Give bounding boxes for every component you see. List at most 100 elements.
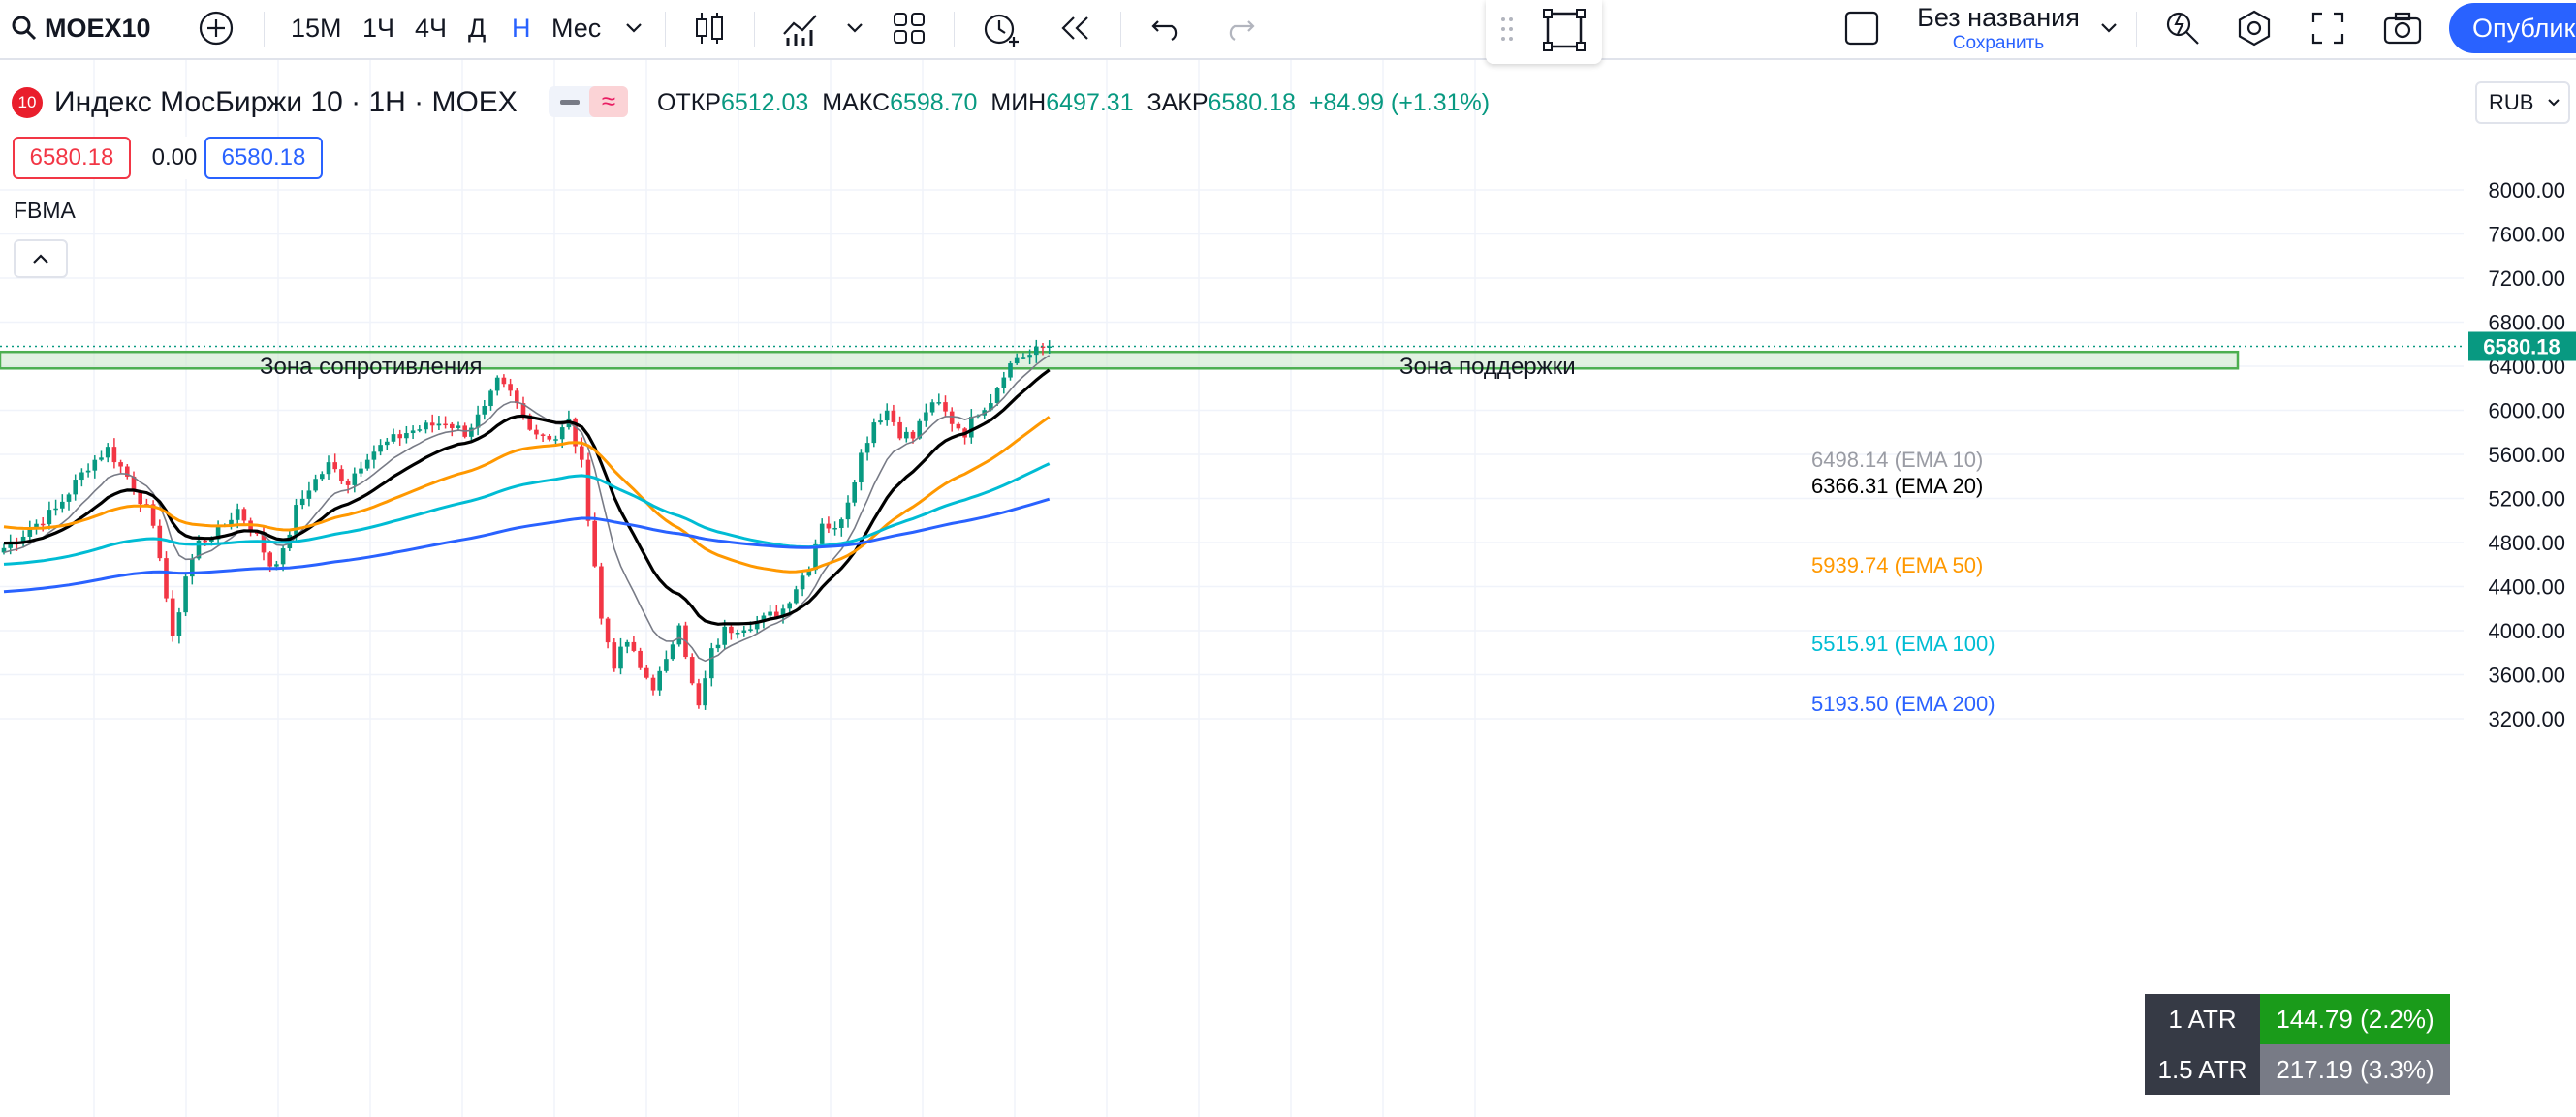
- candle-body: [501, 377, 507, 385]
- support-resistance-zone[interactable]: Зона сопротивления Зона поддержки: [0, 350, 2240, 380]
- candle-body: [170, 598, 175, 636]
- layout-save-link[interactable]: Сохранить: [1952, 33, 2045, 53]
- candle-body: [1008, 363, 1013, 378]
- candle-body: [60, 501, 65, 509]
- wave-icon[interactable]: ≈: [589, 86, 628, 117]
- ema-100-line: [3, 462, 1051, 566]
- indicators-button[interactable]: [781, 0, 820, 56]
- candle-body: [183, 576, 188, 613]
- candle-body: [644, 667, 649, 678]
- buy-button[interactable]: 6580.18: [204, 137, 323, 179]
- replay-button[interactable]: [1058, 0, 1093, 56]
- indicator-name[interactable]: FBMA: [14, 198, 76, 223]
- candle-body: [650, 677, 656, 691]
- price-axis[interactable]: 8000.007600.007200.006800.006400.006000.…: [2464, 60, 2576, 1117]
- candle-body: [105, 447, 110, 458]
- toolbar-divider: [1120, 12, 1121, 47]
- symbol-legend[interactable]: 10 Индекс МосБиржи 10 · 1Н · MOEX: [12, 83, 518, 122]
- candles-series: [1, 339, 1052, 710]
- candle-body: [715, 644, 721, 649]
- plus-circle-icon: [199, 11, 234, 46]
- currency-label: RUB: [2489, 90, 2534, 114]
- resistance-zone-label: Зона сопротивления: [260, 354, 483, 380]
- resolution-1h[interactable]: 1Ч: [359, 0, 398, 56]
- atr-row: 1 ATR 144.79 (2.2%): [2145, 994, 2450, 1044]
- candle-body: [397, 434, 402, 439]
- indicators-dropdown[interactable]: [845, 0, 864, 56]
- candle-body: [553, 439, 558, 441]
- rectangle-tool-icon[interactable]: [1542, 8, 1586, 52]
- layout-dropdown[interactable]: [2099, 0, 2119, 56]
- candle-body: [429, 422, 435, 426]
- candle-body: [520, 403, 526, 416]
- layout-checkbox-icon[interactable]: [1843, 0, 1880, 56]
- candle-body: [339, 469, 344, 481]
- redo-button[interactable]: [1223, 0, 1256, 56]
- drag-handle-icon[interactable]: [1499, 16, 1515, 43]
- settings-button[interactable]: [2235, 0, 2274, 56]
- symbol-title[interactable]: Индекс МосБиржи 10 · 1Н · MOEX: [54, 86, 518, 118]
- alert-button[interactable]: [981, 0, 1021, 56]
- resolution-label: Н: [512, 13, 531, 43]
- resolution-4h[interactable]: 4Ч: [411, 0, 451, 56]
- collapse-legend-button[interactable]: [14, 239, 68, 278]
- candle-body: [138, 491, 142, 505]
- quick-search-button[interactable]: [2163, 0, 2202, 56]
- candle-body: [599, 566, 604, 619]
- last-price-badge: [2468, 331, 2576, 361]
- candle-body: [131, 476, 137, 492]
- indicators-icon: [783, 15, 817, 46]
- publish-button[interactable]: Опубликовать: [2449, 3, 2576, 53]
- resolution-month[interactable]: Мес: [548, 0, 605, 56]
- layout-name-button[interactable]: Без названия Сохранить: [1911, 2, 2086, 54]
- layout-name: Без названия: [1917, 3, 2080, 32]
- minus-icon[interactable]: [560, 100, 580, 105]
- candle-body: [494, 377, 500, 391]
- candle-body: [956, 423, 961, 429]
- candle-body: [320, 474, 325, 480]
- candle-body: [248, 520, 253, 533]
- candle-body: [826, 523, 832, 529]
- high-value: 6598.70: [890, 89, 978, 116]
- candle-body: [326, 462, 331, 475]
- redo-icon: [1229, 20, 1255, 41]
- candle-body: [40, 523, 46, 526]
- open-value: 6512.03: [720, 89, 809, 116]
- rewind-icon: [1061, 16, 1088, 40]
- price-chart[interactable]: Зона сопротивления Зона поддержки 6498.14…: [0, 60, 2576, 1117]
- candle-body: [859, 452, 864, 482]
- ema-label: 6366.31 (EMA 20): [1811, 474, 1983, 498]
- legend-buttons[interactable]: ≈: [549, 86, 628, 117]
- candle-body: [631, 641, 637, 651]
- candle-body: [332, 462, 337, 470]
- resolution-week[interactable]: Н: [508, 0, 535, 56]
- currency-select[interactable]: RUB: [2475, 81, 2570, 124]
- candle-body: [410, 430, 416, 434]
- candle-body: [235, 509, 240, 520]
- sell-button[interactable]: 6580.18: [13, 137, 131, 179]
- candle-body: [1021, 357, 1026, 359]
- candle-body: [482, 406, 487, 415]
- resolution-day[interactable]: Д: [464, 0, 489, 56]
- atr-value: 217.19 (3.3%): [2260, 1044, 2450, 1095]
- chart-grid: [0, 60, 2464, 1117]
- templates-button[interactable]: [892, 0, 927, 56]
- resolution-15m[interactable]: 15M: [287, 0, 346, 56]
- compare-symbol-button[interactable]: [197, 0, 236, 56]
- candle-body: [540, 434, 546, 436]
- candle-body: [215, 525, 221, 540]
- candle-body: [404, 433, 409, 439]
- fullscreen-button[interactable]: [2310, 0, 2345, 56]
- candle-body: [547, 435, 552, 440]
- grid-icon: [894, 13, 925, 44]
- candle-body: [806, 570, 812, 576]
- undo-button[interactable]: [1150, 0, 1183, 56]
- candle-body: [819, 523, 825, 544]
- candle-body: [203, 540, 207, 543]
- candle-body: [729, 626, 734, 634]
- screenshot-button[interactable]: [2382, 0, 2423, 56]
- symbol-search-button[interactable]: MOEX10: [12, 0, 151, 56]
- resolution-dropdown[interactable]: [624, 0, 644, 56]
- chart-type-button[interactable]: [692, 0, 727, 56]
- price-tick-label: 4000.00: [2488, 619, 2565, 643]
